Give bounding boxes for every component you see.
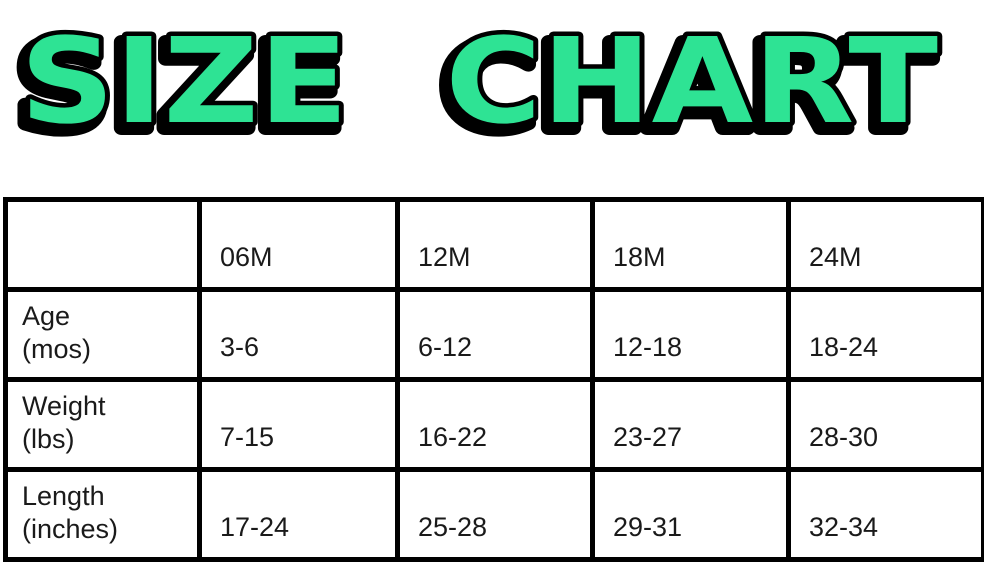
table-cell: 16-22 bbox=[395, 377, 595, 472]
table-cell: 32-34 bbox=[786, 467, 984, 562]
table-cell: 7-15 bbox=[197, 377, 400, 472]
column-header-24m: 24M bbox=[786, 197, 984, 292]
table-cell: 23-27 bbox=[590, 377, 791, 472]
row-label-line1: Age bbox=[22, 300, 71, 331]
row-label-age: Age (mos) bbox=[3, 287, 202, 382]
column-header-06m: 06M bbox=[197, 197, 400, 292]
column-header-18m: 18M bbox=[590, 197, 791, 292]
column-header-12m: 12M bbox=[395, 197, 595, 292]
table-cell: 3-6 bbox=[197, 287, 400, 382]
table-cell: 12-18 bbox=[590, 287, 791, 382]
table-row-age: Age (mos) 3-6 6-12 12-18 18-24 bbox=[3, 287, 984, 382]
title-graphic: SIZE CHART SIZE CHART bbox=[16, 8, 942, 161]
table-cell: 6-12 bbox=[395, 287, 595, 382]
table-row-weight: Weight (lbs) 7-15 16-22 23-27 28-30 bbox=[3, 377, 984, 472]
table-cell: 17-24 bbox=[197, 467, 400, 562]
table-cell: 18-24 bbox=[786, 287, 984, 382]
header-row: 06M 12M 18M 24M bbox=[3, 197, 984, 292]
row-label-line2: (lbs) bbox=[22, 423, 75, 454]
row-label-line2: (mos) bbox=[22, 333, 91, 364]
table-cell: 29-31 bbox=[590, 467, 791, 562]
row-label-weight: Weight (lbs) bbox=[3, 377, 202, 472]
table-row-length: Length (inches) 17-24 25-28 29-31 32-34 bbox=[3, 467, 984, 562]
title-shadow-text: SIZE CHART bbox=[16, 18, 933, 156]
row-label-length: Length (inches) bbox=[3, 467, 202, 562]
title-main-text: SIZE CHART bbox=[20, 12, 938, 150]
row-label-line1: Length bbox=[22, 480, 105, 511]
table-cell: 28-30 bbox=[786, 377, 984, 472]
row-label-line2: (inches) bbox=[22, 513, 119, 544]
page-title: SIZE CHART SIZE CHART bbox=[16, 0, 968, 161]
row-label-line1: Weight bbox=[22, 390, 106, 421]
corner-cell bbox=[3, 197, 202, 292]
size-chart-table: 06M 12M 18M 24M Age (mos) 3-6 6-12 12-18… bbox=[3, 197, 984, 562]
table-cell: 25-28 bbox=[395, 467, 595, 562]
